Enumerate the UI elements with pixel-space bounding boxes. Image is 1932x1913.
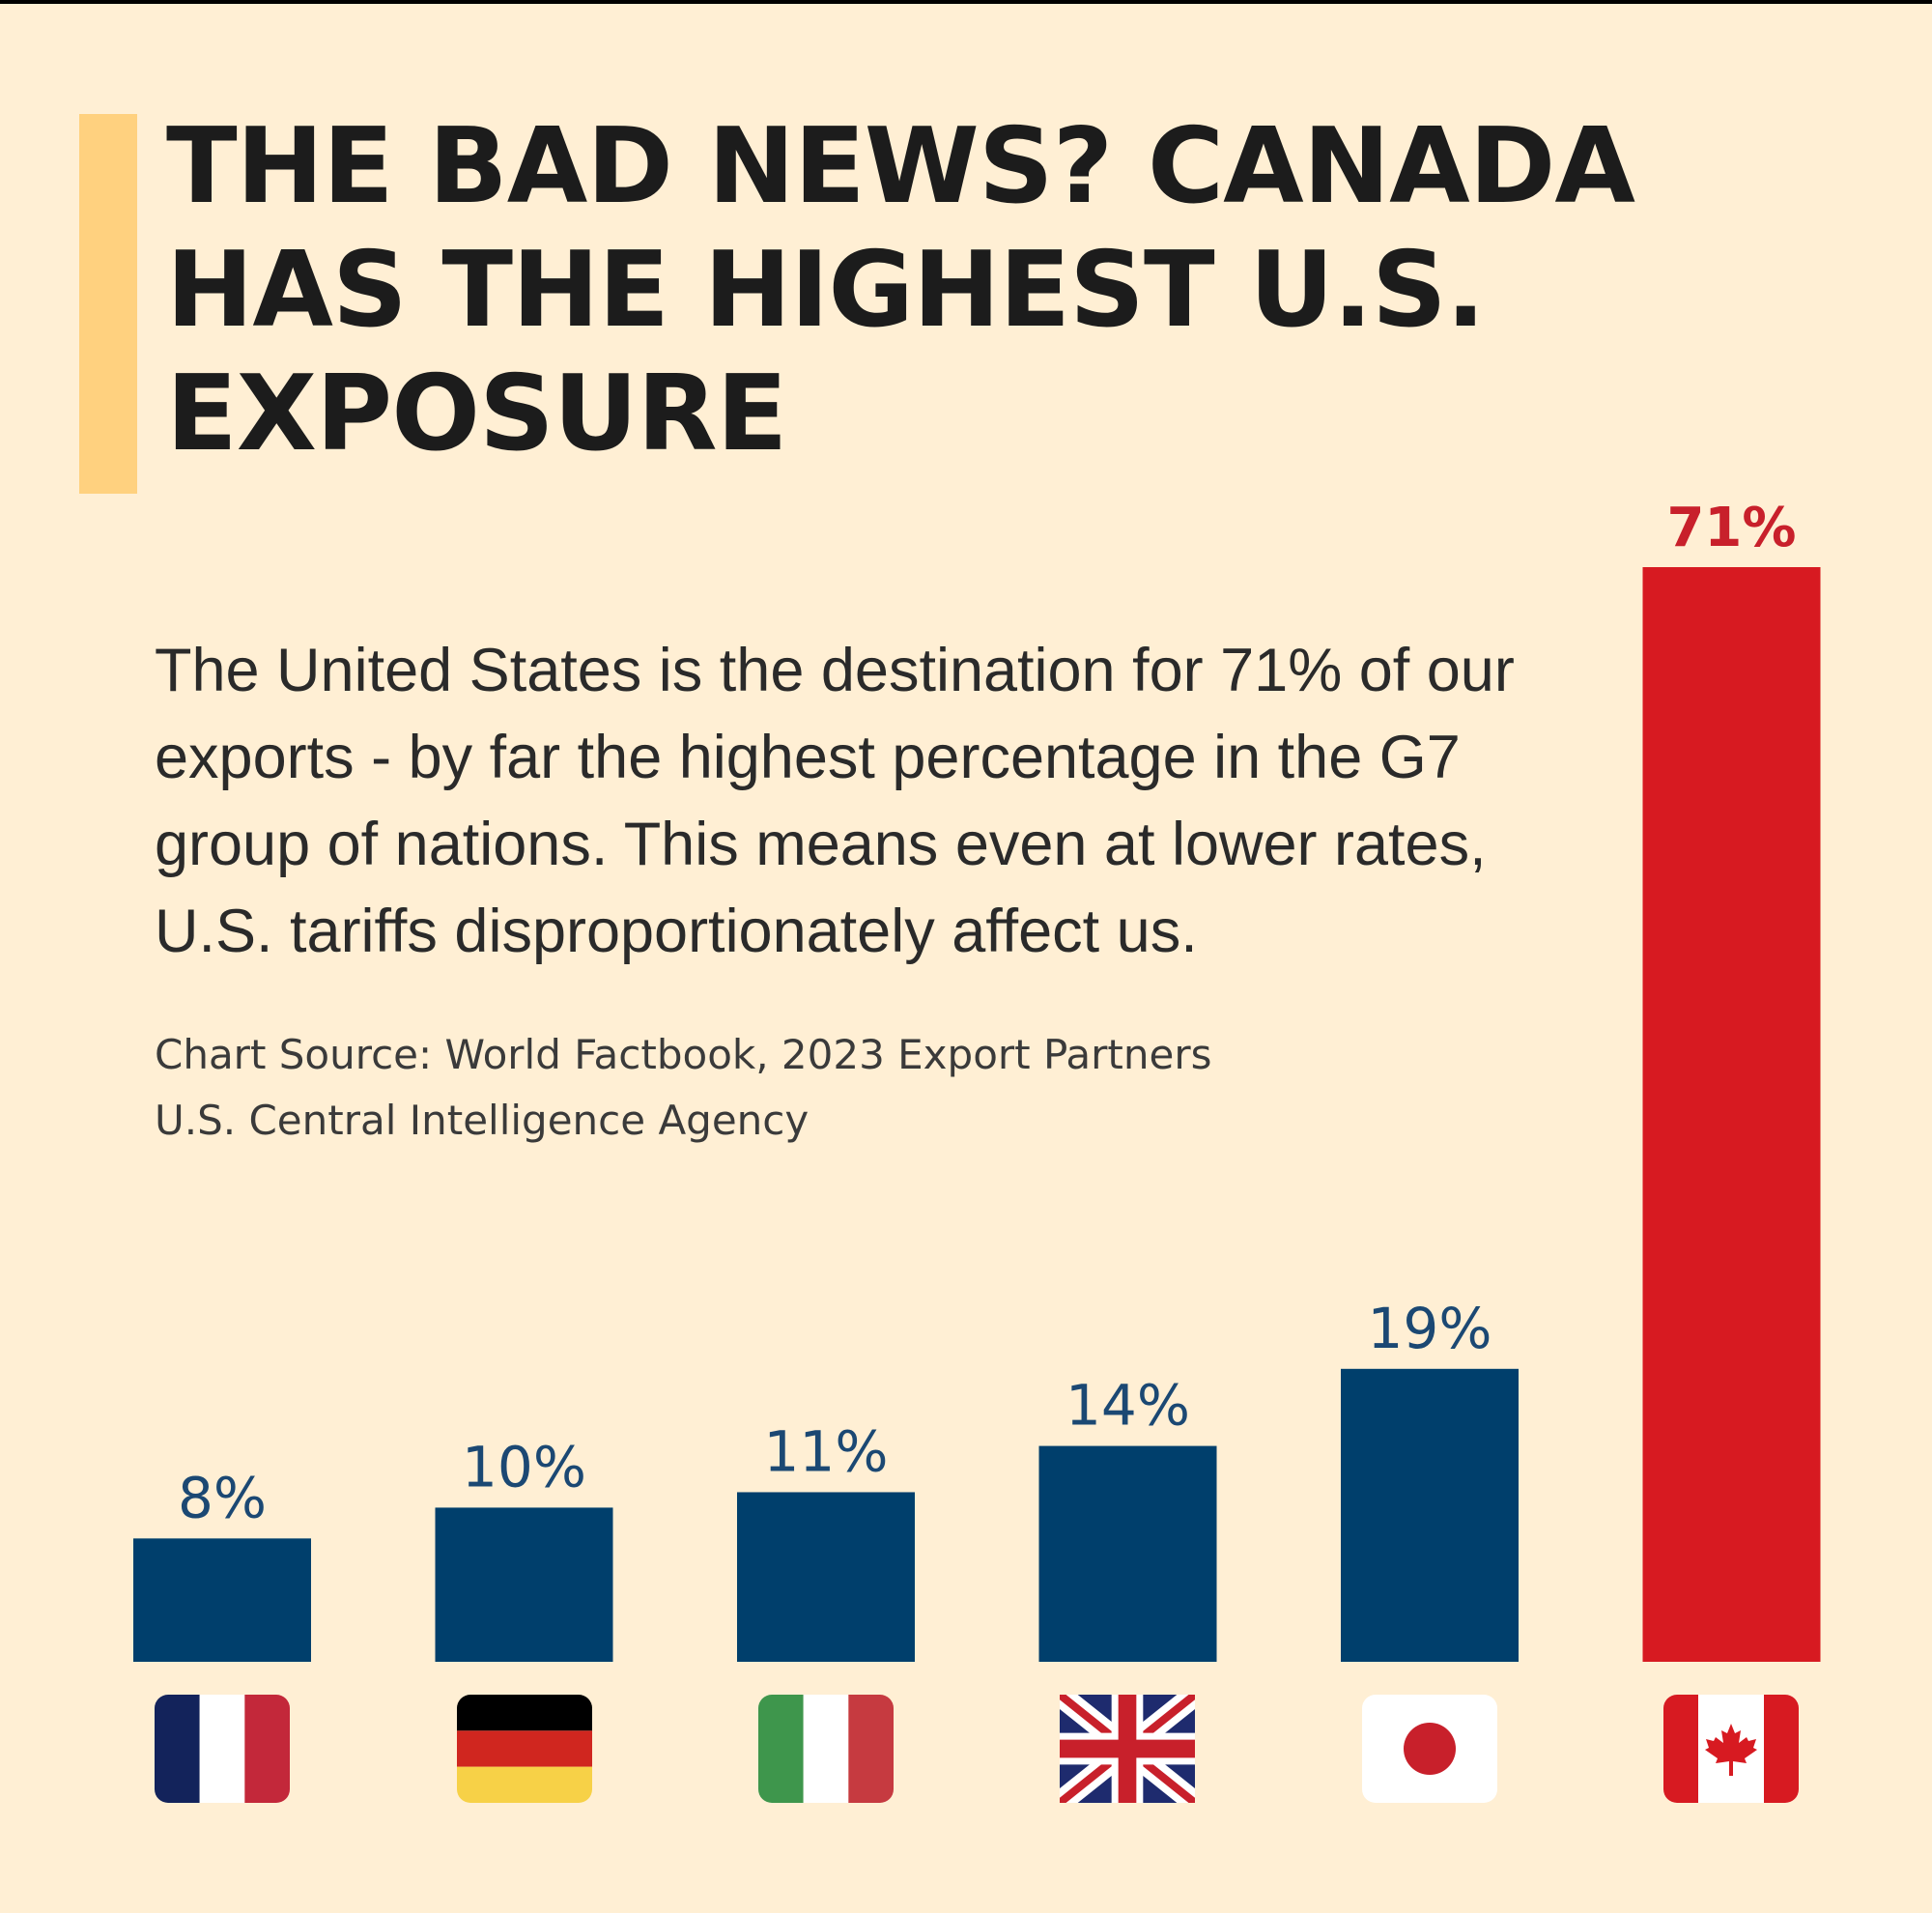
- bar-japan: [1341, 1368, 1519, 1662]
- bar-canada: [1642, 567, 1821, 1662]
- data-label-germany: 10%: [462, 1434, 586, 1499]
- data-label-united-kingdom: 14%: [1065, 1373, 1190, 1439]
- bar-italy: [737, 1492, 915, 1662]
- data-label-japan: 19%: [1368, 1296, 1492, 1361]
- description-line: U.S. tariffs disproportionately affect u…: [155, 898, 1198, 965]
- data-label-france: 8%: [178, 1465, 267, 1530]
- source-line: U.S. Central Intelligence Agency: [155, 1097, 810, 1144]
- infographic: THE BAD NEWS? CANADA HAS THE HIGHEST U.S…: [0, 4, 1932, 1913]
- source-line: Chart Source: World Factbook, 2023 Expor…: [155, 1031, 1212, 1078]
- japan-flag-icon: [1362, 1695, 1497, 1803]
- description-line: group of nations. This means even at low…: [155, 811, 1487, 878]
- germany-flag-icon: [457, 1695, 592, 1803]
- chart-source: Chart Source: World Factbook, 2023 Expor…: [155, 1022, 1410, 1154]
- bar-france: [133, 1538, 311, 1662]
- france-flag-icon: [155, 1695, 290, 1803]
- italy-flag-icon: [758, 1695, 894, 1803]
- description: The United States is the destination for…: [155, 627, 1546, 975]
- description-line: exports - by far the highest percentage …: [155, 724, 1461, 791]
- bar-united-kingdom: [1038, 1445, 1217, 1662]
- uk-flag-icon: [1060, 1695, 1195, 1803]
- accent-bar: [79, 114, 137, 494]
- canada-flag-icon: [1663, 1695, 1799, 1803]
- headline: THE BAD NEWS? CANADA HAS THE HIGHEST U.S…: [166, 105, 1828, 476]
- headline-line: THE BAD NEWS? CANADA: [166, 106, 1635, 227]
- description-line: The United States is the destination for…: [155, 637, 1515, 704]
- data-label-canada: 71%: [1666, 497, 1796, 559]
- bar-germany: [435, 1507, 613, 1662]
- data-label-italy: 11%: [764, 1418, 889, 1484]
- headline-line: EXPOSURE: [166, 354, 787, 474]
- headline-line: HAS THE HIGHEST U.S.: [166, 230, 1486, 351]
